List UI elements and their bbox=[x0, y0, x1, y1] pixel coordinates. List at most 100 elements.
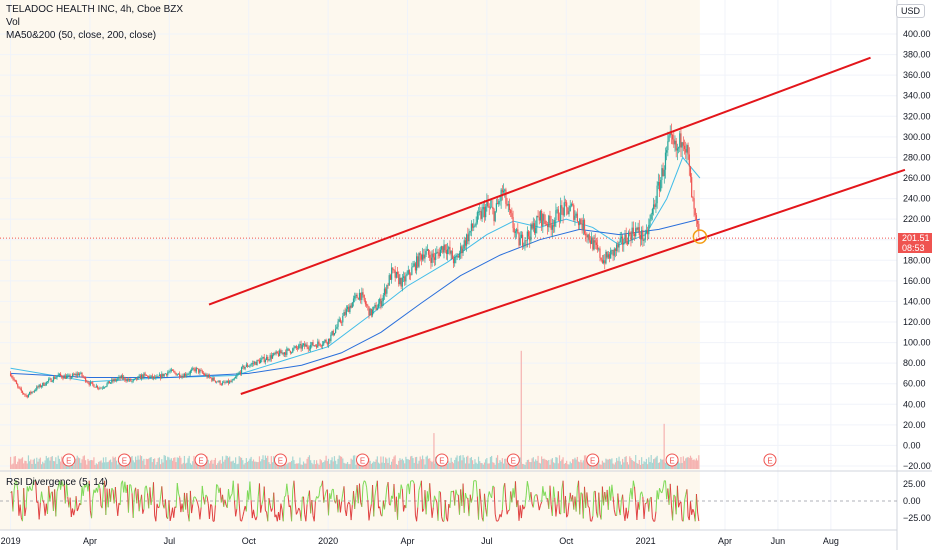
earnings-marker[interactable]: E bbox=[665, 453, 679, 467]
volume-bar bbox=[106, 462, 108, 469]
volume-bar bbox=[79, 458, 81, 469]
candle-body bbox=[107, 381, 109, 384]
earnings-marker[interactable]: E bbox=[273, 453, 287, 467]
volume-bar bbox=[622, 458, 624, 469]
volume-bar bbox=[599, 464, 601, 469]
candle-body bbox=[92, 382, 94, 385]
rsi-segment bbox=[631, 480, 634, 500]
candle-body bbox=[433, 257, 436, 260]
volume-bar bbox=[295, 463, 297, 469]
candle-body bbox=[674, 140, 676, 145]
volume-bar bbox=[661, 459, 663, 469]
candles bbox=[9, 123, 700, 399]
volume-bar bbox=[52, 461, 55, 469]
rsi-legend[interactable]: RSI Divergence (5, 14) bbox=[6, 477, 108, 488]
rsi-segment bbox=[177, 493, 181, 498]
rsi-segment bbox=[211, 505, 214, 522]
volume-bar bbox=[419, 456, 421, 469]
candle-body bbox=[551, 225, 553, 230]
candle-body bbox=[510, 210, 512, 214]
earnings-marker[interactable]: E bbox=[586, 453, 600, 467]
candle-body bbox=[466, 234, 468, 246]
candle-body bbox=[448, 247, 450, 250]
rsi-segment bbox=[263, 486, 266, 511]
candle-body bbox=[383, 288, 386, 296]
volume-bar bbox=[475, 462, 477, 469]
candle-body bbox=[188, 373, 190, 375]
candle-body bbox=[154, 376, 156, 379]
candle-body bbox=[369, 308, 371, 316]
candle-body bbox=[573, 205, 575, 220]
candle-body bbox=[235, 376, 237, 379]
currency-button[interactable]: USD bbox=[895, 4, 925, 18]
candle-body bbox=[505, 189, 507, 204]
volume-bar bbox=[274, 457, 276, 469]
ma-legend[interactable]: MA50&200 (50, close, 200, close) bbox=[6, 30, 157, 41]
volume-bar bbox=[18, 458, 20, 469]
trend-channel[interactable] bbox=[208, 56, 906, 395]
time-tick-label: Aug bbox=[823, 536, 839, 546]
candle-body bbox=[541, 210, 543, 227]
volume-bar bbox=[486, 457, 488, 469]
volume-bar bbox=[610, 459, 612, 469]
rsi-segment bbox=[450, 490, 453, 493]
rsi-segment bbox=[514, 481, 518, 508]
volume-bar bbox=[331, 457, 333, 469]
volume-bar bbox=[468, 463, 470, 469]
earnings-marker[interactable]: E bbox=[506, 453, 520, 467]
volume-bar bbox=[569, 461, 571, 469]
rsi-segment bbox=[504, 483, 507, 503]
candle-body bbox=[336, 326, 338, 329]
volume-bar bbox=[227, 457, 230, 469]
volume-bar bbox=[265, 457, 268, 469]
earnings-marker[interactable]: E bbox=[117, 453, 131, 467]
earnings-marker[interactable]: E bbox=[194, 453, 208, 467]
candle-body bbox=[627, 232, 630, 245]
rsi-segment bbox=[600, 486, 603, 520]
volume-legend[interactable]: Vol bbox=[6, 17, 20, 28]
volume-bar bbox=[558, 455, 561, 469]
channel-line-lower[interactable] bbox=[240, 168, 906, 395]
earnings-marker[interactable]: E bbox=[356, 453, 370, 467]
candle-body bbox=[511, 213, 513, 217]
rsi-segment bbox=[475, 480, 478, 497]
rsi-segment bbox=[348, 501, 351, 505]
earnings-marker[interactable]: E bbox=[763, 453, 777, 467]
candle-body bbox=[50, 378, 52, 382]
candle-body bbox=[58, 373, 61, 375]
price-axis[interactable]: 400.00 380.00 360.00 340.00 320.00 300.00 280.… bbox=[903, 29, 931, 471]
volume-bar bbox=[448, 461, 450, 469]
earnings-marker[interactable]: E bbox=[435, 453, 449, 467]
candle-body bbox=[120, 375, 122, 379]
candle-body bbox=[473, 226, 475, 228]
candle-body bbox=[123, 377, 125, 379]
candle-body bbox=[196, 367, 199, 369]
volume-bar bbox=[273, 456, 275, 469]
candle-body bbox=[672, 134, 674, 140]
candle-body bbox=[230, 381, 232, 382]
candle-body bbox=[660, 180, 662, 191]
earnings-badge bbox=[273, 453, 287, 467]
volume-bar bbox=[187, 458, 189, 469]
rsi-segment bbox=[92, 489, 95, 499]
volume-bar bbox=[369, 460, 371, 469]
candle-body bbox=[276, 351, 278, 354]
volume-bar bbox=[218, 461, 220, 469]
channel-line-upper[interactable] bbox=[208, 56, 871, 306]
rsi-segment bbox=[397, 492, 400, 520]
candle-body bbox=[254, 362, 256, 364]
time-axis[interactable]: 2019 Apr Jul Oct 2020 Apr Jul Oct 2021 Apr Jun Aug bbox=[1, 536, 839, 546]
symbol-legend[interactable]: TELADOC HEALTH INC, 4h, Cboe BZX bbox=[6, 4, 184, 15]
rsi-segment bbox=[689, 501, 693, 515]
candle-body bbox=[9, 373, 12, 376]
candle-body bbox=[608, 254, 611, 259]
candle-body bbox=[274, 353, 276, 354]
earnings-marker[interactable]: E bbox=[62, 453, 76, 467]
volume-bar bbox=[425, 456, 427, 469]
rsi-segment bbox=[88, 480, 91, 511]
volume-bar bbox=[269, 464, 271, 469]
volume-bar bbox=[301, 464, 303, 469]
